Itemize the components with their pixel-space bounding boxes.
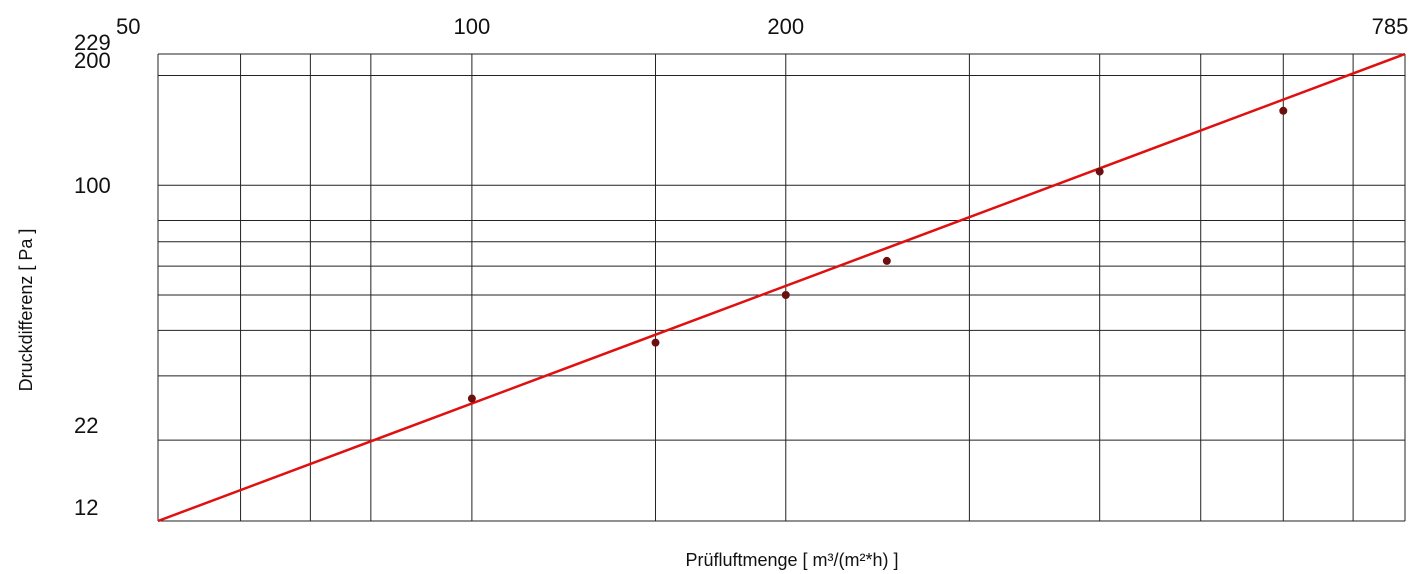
x-tick-label: 50	[116, 14, 140, 39]
y-tick-label: 22	[74, 413, 98, 438]
plot-points	[467, 106, 1288, 403]
y-tick-label: 12	[74, 495, 98, 520]
plot-lines	[157, 52, 1406, 523]
data-point	[1095, 167, 1104, 176]
y-tick-label: 100	[74, 173, 111, 198]
series-line	[157, 52, 1406, 523]
data-point	[467, 394, 476, 403]
x-tick-labels: 50 100 200 785	[116, 14, 1408, 39]
data-point	[781, 290, 790, 299]
y-tick-label: 229	[74, 30, 111, 55]
gridlines	[157, 53, 1406, 522]
x-tick-label: 100	[454, 14, 491, 39]
data-point	[651, 338, 660, 347]
x-tick-label: 200	[767, 14, 804, 39]
x-axis-title: Prüfluftmenge [ m³/(m²*h) ]	[685, 550, 898, 570]
data-point	[882, 256, 891, 265]
y-axis-title: Druckdifferenz [ Pa ]	[16, 229, 36, 392]
data-point	[1279, 106, 1288, 115]
x-tick-label: 785	[1372, 14, 1409, 39]
y-tick-label: 200	[74, 48, 111, 73]
